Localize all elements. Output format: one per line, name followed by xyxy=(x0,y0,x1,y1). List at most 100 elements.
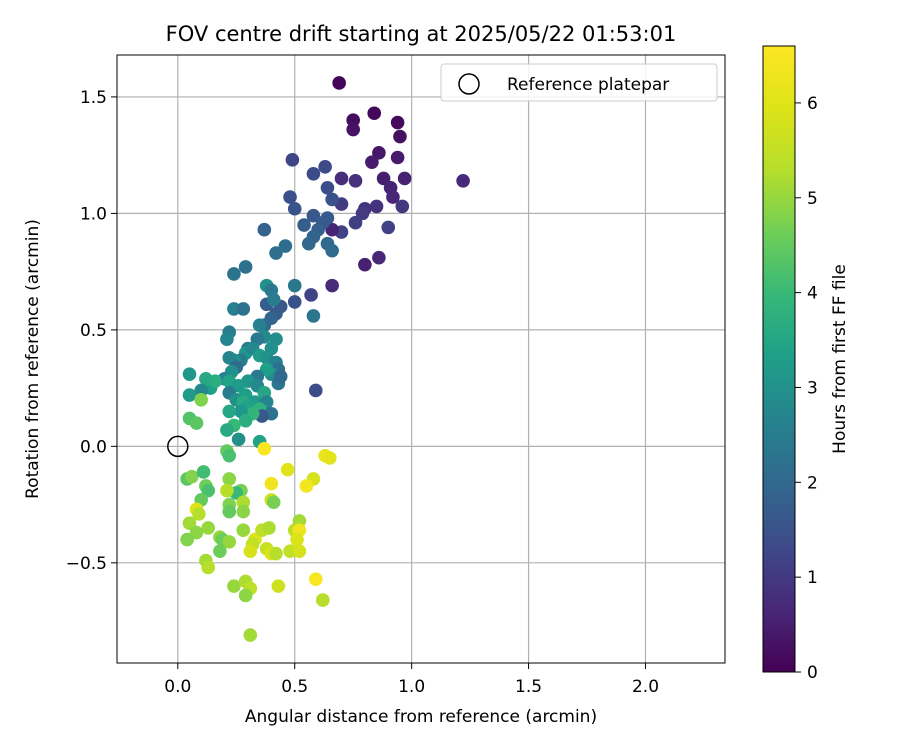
data-point xyxy=(292,514,307,528)
data-point xyxy=(194,392,208,407)
data-point xyxy=(308,572,323,586)
reference-marker xyxy=(167,435,189,458)
data-point xyxy=(301,236,316,251)
data-point xyxy=(346,122,360,137)
data-point xyxy=(325,243,339,258)
data-point xyxy=(189,525,204,540)
data-point xyxy=(252,318,267,333)
data-point xyxy=(182,516,197,531)
data-point xyxy=(325,192,339,207)
legend-label: Reference platepar xyxy=(507,75,669,95)
data-point xyxy=(315,593,330,607)
data-point xyxy=(257,441,272,456)
data-point xyxy=(271,579,286,593)
data-point xyxy=(201,483,215,498)
x-tick-label: 0.0 xyxy=(164,677,191,697)
data-point xyxy=(287,278,302,293)
data-point xyxy=(318,160,332,174)
data-point xyxy=(180,532,194,547)
data-point xyxy=(194,383,208,398)
legend: Reference platepar xyxy=(440,63,718,102)
y-tick-label: 1.0 xyxy=(80,204,107,224)
data-point xyxy=(320,180,335,195)
colorbar-tick-label: 4 xyxy=(807,284,818,304)
data-point xyxy=(390,115,405,130)
y-tick-label: 1.5 xyxy=(80,88,107,108)
data-point xyxy=(287,201,302,216)
data-point xyxy=(323,451,337,465)
data-point xyxy=(287,295,302,309)
data-point xyxy=(201,560,215,575)
data-point xyxy=(269,246,283,260)
data-point xyxy=(304,288,318,302)
chart-title: FOV centre drift starting at 2025/05/22 … xyxy=(166,22,677,46)
data-points xyxy=(180,76,470,642)
colorbar-tick-label: 3 xyxy=(807,378,818,398)
data-point xyxy=(456,173,470,188)
data-point xyxy=(306,208,321,223)
data-point xyxy=(395,199,410,214)
data-point xyxy=(334,171,349,186)
data-point xyxy=(348,215,363,230)
colorbar: 0 1 2 3 4 5 6 Hours from first FF file xyxy=(762,45,850,683)
colorbar-tick-label: 1 xyxy=(807,568,818,588)
data-point xyxy=(199,372,213,386)
data-point xyxy=(182,388,197,402)
data-point xyxy=(292,544,307,558)
data-point xyxy=(348,173,363,188)
data-point xyxy=(346,113,360,128)
data-point xyxy=(390,150,405,165)
y-axis-ticks: −0.5 0.0 0.5 1.0 1.5 xyxy=(66,88,117,574)
data-point xyxy=(308,383,323,398)
y-tick-label: 0.0 xyxy=(80,437,107,457)
data-point xyxy=(227,267,241,281)
data-point xyxy=(222,351,237,365)
data-point xyxy=(365,155,379,169)
data-point xyxy=(266,292,281,307)
colorbar-ticks: 0 1 2 3 4 5 6 xyxy=(795,94,818,683)
data-point xyxy=(355,206,370,221)
data-point xyxy=(285,153,300,167)
data-point xyxy=(266,495,281,510)
data-point xyxy=(257,222,272,237)
data-point xyxy=(227,302,241,316)
data-point xyxy=(283,544,297,558)
y-tick-label: 0.5 xyxy=(80,321,107,341)
data-point xyxy=(238,260,253,274)
data-point xyxy=(325,278,339,293)
data-point xyxy=(369,199,384,214)
colorbar-tick-label: 2 xyxy=(807,473,818,493)
data-point xyxy=(386,190,400,204)
y-tick-label: −0.5 xyxy=(66,554,107,574)
data-point xyxy=(372,250,386,265)
data-point xyxy=(273,369,288,384)
data-point xyxy=(220,483,234,498)
data-point xyxy=(182,367,197,381)
data-point xyxy=(278,239,293,253)
data-point xyxy=(290,532,304,547)
colorbar-tick-label: 5 xyxy=(807,189,818,209)
data-point xyxy=(222,472,237,486)
data-point xyxy=(231,432,246,447)
data-point xyxy=(222,448,237,463)
data-point xyxy=(264,476,279,491)
y-axis-label: Rotation from reference (arcmin) xyxy=(23,219,43,499)
data-point xyxy=(306,309,321,323)
colorbar-label: Hours from first FF file xyxy=(830,264,850,454)
data-point xyxy=(269,546,283,561)
data-point xyxy=(236,495,251,510)
data-point xyxy=(381,220,396,235)
data-point xyxy=(213,544,227,558)
data-point xyxy=(192,507,206,521)
data-point xyxy=(238,413,253,428)
x-tick-label: 2.0 xyxy=(632,677,659,697)
data-point xyxy=(306,167,321,181)
data-point xyxy=(189,416,204,430)
x-axis-ticks: 0.0 0.5 1.0 1.5 2.0 xyxy=(164,663,659,697)
x-tick-label: 0.5 xyxy=(281,677,308,697)
data-point xyxy=(299,479,314,493)
plot-frame xyxy=(116,54,726,664)
data-point xyxy=(196,465,211,479)
data-point xyxy=(222,504,237,519)
